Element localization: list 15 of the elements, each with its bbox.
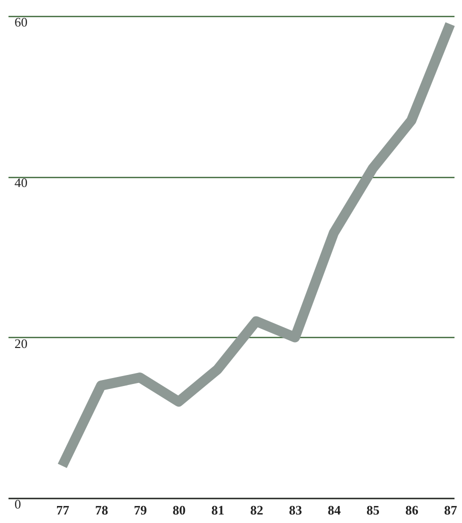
y-tick-label: 20	[14, 336, 28, 351]
x-tick-label: 82	[250, 502, 264, 518]
x-tick-label: 86	[405, 502, 419, 518]
x-tick-label: 77	[56, 502, 70, 518]
x-tick-label: 83	[288, 502, 302, 518]
y-tick-label: 0	[14, 496, 21, 512]
y-tick-label: 40	[14, 175, 28, 190]
x-tick-label: 81	[211, 502, 224, 518]
x-tick-label: 84	[328, 502, 342, 518]
y-tick-label: 60	[14, 14, 28, 30]
x-tick-label: 87	[444, 502, 458, 518]
x-tick-label: 80	[172, 502, 186, 518]
x-tick-label: 85	[366, 502, 380, 518]
x-tick-label: 79	[134, 502, 148, 518]
x-tick-label: 78	[95, 502, 109, 518]
